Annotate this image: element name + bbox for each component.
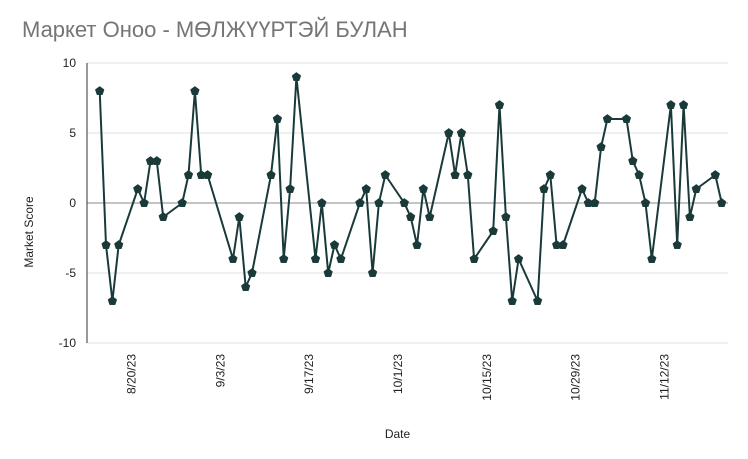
data-point [234, 212, 244, 221]
series-line [98, 76, 723, 302]
data-point [628, 156, 638, 165]
x-tick-label: 10/1/23 [391, 354, 405, 394]
data-point [685, 212, 695, 221]
data-point [596, 142, 606, 151]
data-point [177, 198, 187, 207]
x-tick-label: 10/29/23 [569, 354, 583, 401]
data-point [494, 100, 505, 109]
data-point [323, 268, 333, 277]
x-tick-label: 10/15/23 [480, 354, 494, 401]
data-point [456, 128, 467, 137]
chart-title: Маркет Оноо - МӨЛЖҮҮРТЭЙ БУЛАН [22, 17, 408, 42]
data-point [558, 240, 568, 249]
y-tick-label: 0 [69, 196, 76, 210]
data-point [444, 128, 454, 137]
data-point [507, 296, 517, 305]
x-tick-label: 9/17/23 [302, 354, 316, 394]
data-point [425, 212, 435, 221]
data-point [329, 240, 340, 249]
data-point [183, 170, 194, 179]
data-point [450, 170, 460, 179]
data-point [336, 254, 346, 263]
data-point [590, 198, 600, 207]
data-point [158, 212, 168, 221]
data-point [691, 184, 701, 193]
data-point [247, 268, 257, 277]
data-point [717, 198, 727, 207]
data-point [95, 86, 105, 95]
data-point [266, 170, 276, 179]
data-point [666, 100, 676, 109]
data-point [532, 296, 543, 305]
x-tick-label: 11/12/23 [658, 354, 672, 400]
data-point [513, 254, 524, 263]
data-point [602, 114, 613, 123]
data-point [310, 254, 321, 263]
data-point [152, 156, 162, 165]
data-point [621, 114, 632, 123]
y-tick-label: -10 [59, 336, 77, 350]
y-tick-label: 5 [69, 126, 76, 140]
data-point [190, 86, 200, 95]
data-point [114, 240, 124, 249]
data-point [133, 184, 143, 193]
x-tick-label: 8/20/23 [124, 354, 138, 394]
data-point [202, 170, 213, 179]
data-point [418, 184, 428, 193]
data-point [463, 170, 473, 179]
data-point [469, 254, 479, 263]
data-point [412, 240, 422, 249]
y-tick-label: -5 [65, 266, 76, 280]
data-point [285, 184, 295, 193]
data-point [406, 212, 416, 221]
data-point [488, 226, 498, 235]
data-point [399, 198, 409, 207]
data-point [361, 184, 371, 193]
data-point [107, 296, 118, 305]
y-axis-title: Market Score [22, 196, 36, 268]
data-point [634, 170, 644, 179]
data-point [539, 184, 549, 193]
data-point [228, 254, 238, 263]
data-point [672, 240, 682, 249]
data-point [367, 268, 378, 277]
data-point [101, 240, 111, 249]
data-point [374, 198, 384, 207]
data-point [710, 170, 720, 179]
x-axis-title: Date [385, 427, 411, 441]
data-point [291, 72, 302, 81]
data-point [139, 198, 149, 207]
data-point [272, 114, 283, 123]
data-point [279, 254, 289, 263]
data-point [380, 170, 390, 179]
data-point [647, 254, 657, 263]
data-point [577, 184, 587, 193]
data-point [501, 212, 511, 221]
data-point [317, 198, 327, 207]
y-tick-label: 10 [63, 56, 77, 70]
data-point [678, 100, 689, 109]
x-tick-label: 9/3/23 [213, 354, 227, 388]
data-point [640, 198, 651, 207]
data-point [241, 282, 251, 291]
data-point [355, 198, 365, 207]
data-point [545, 170, 555, 179]
